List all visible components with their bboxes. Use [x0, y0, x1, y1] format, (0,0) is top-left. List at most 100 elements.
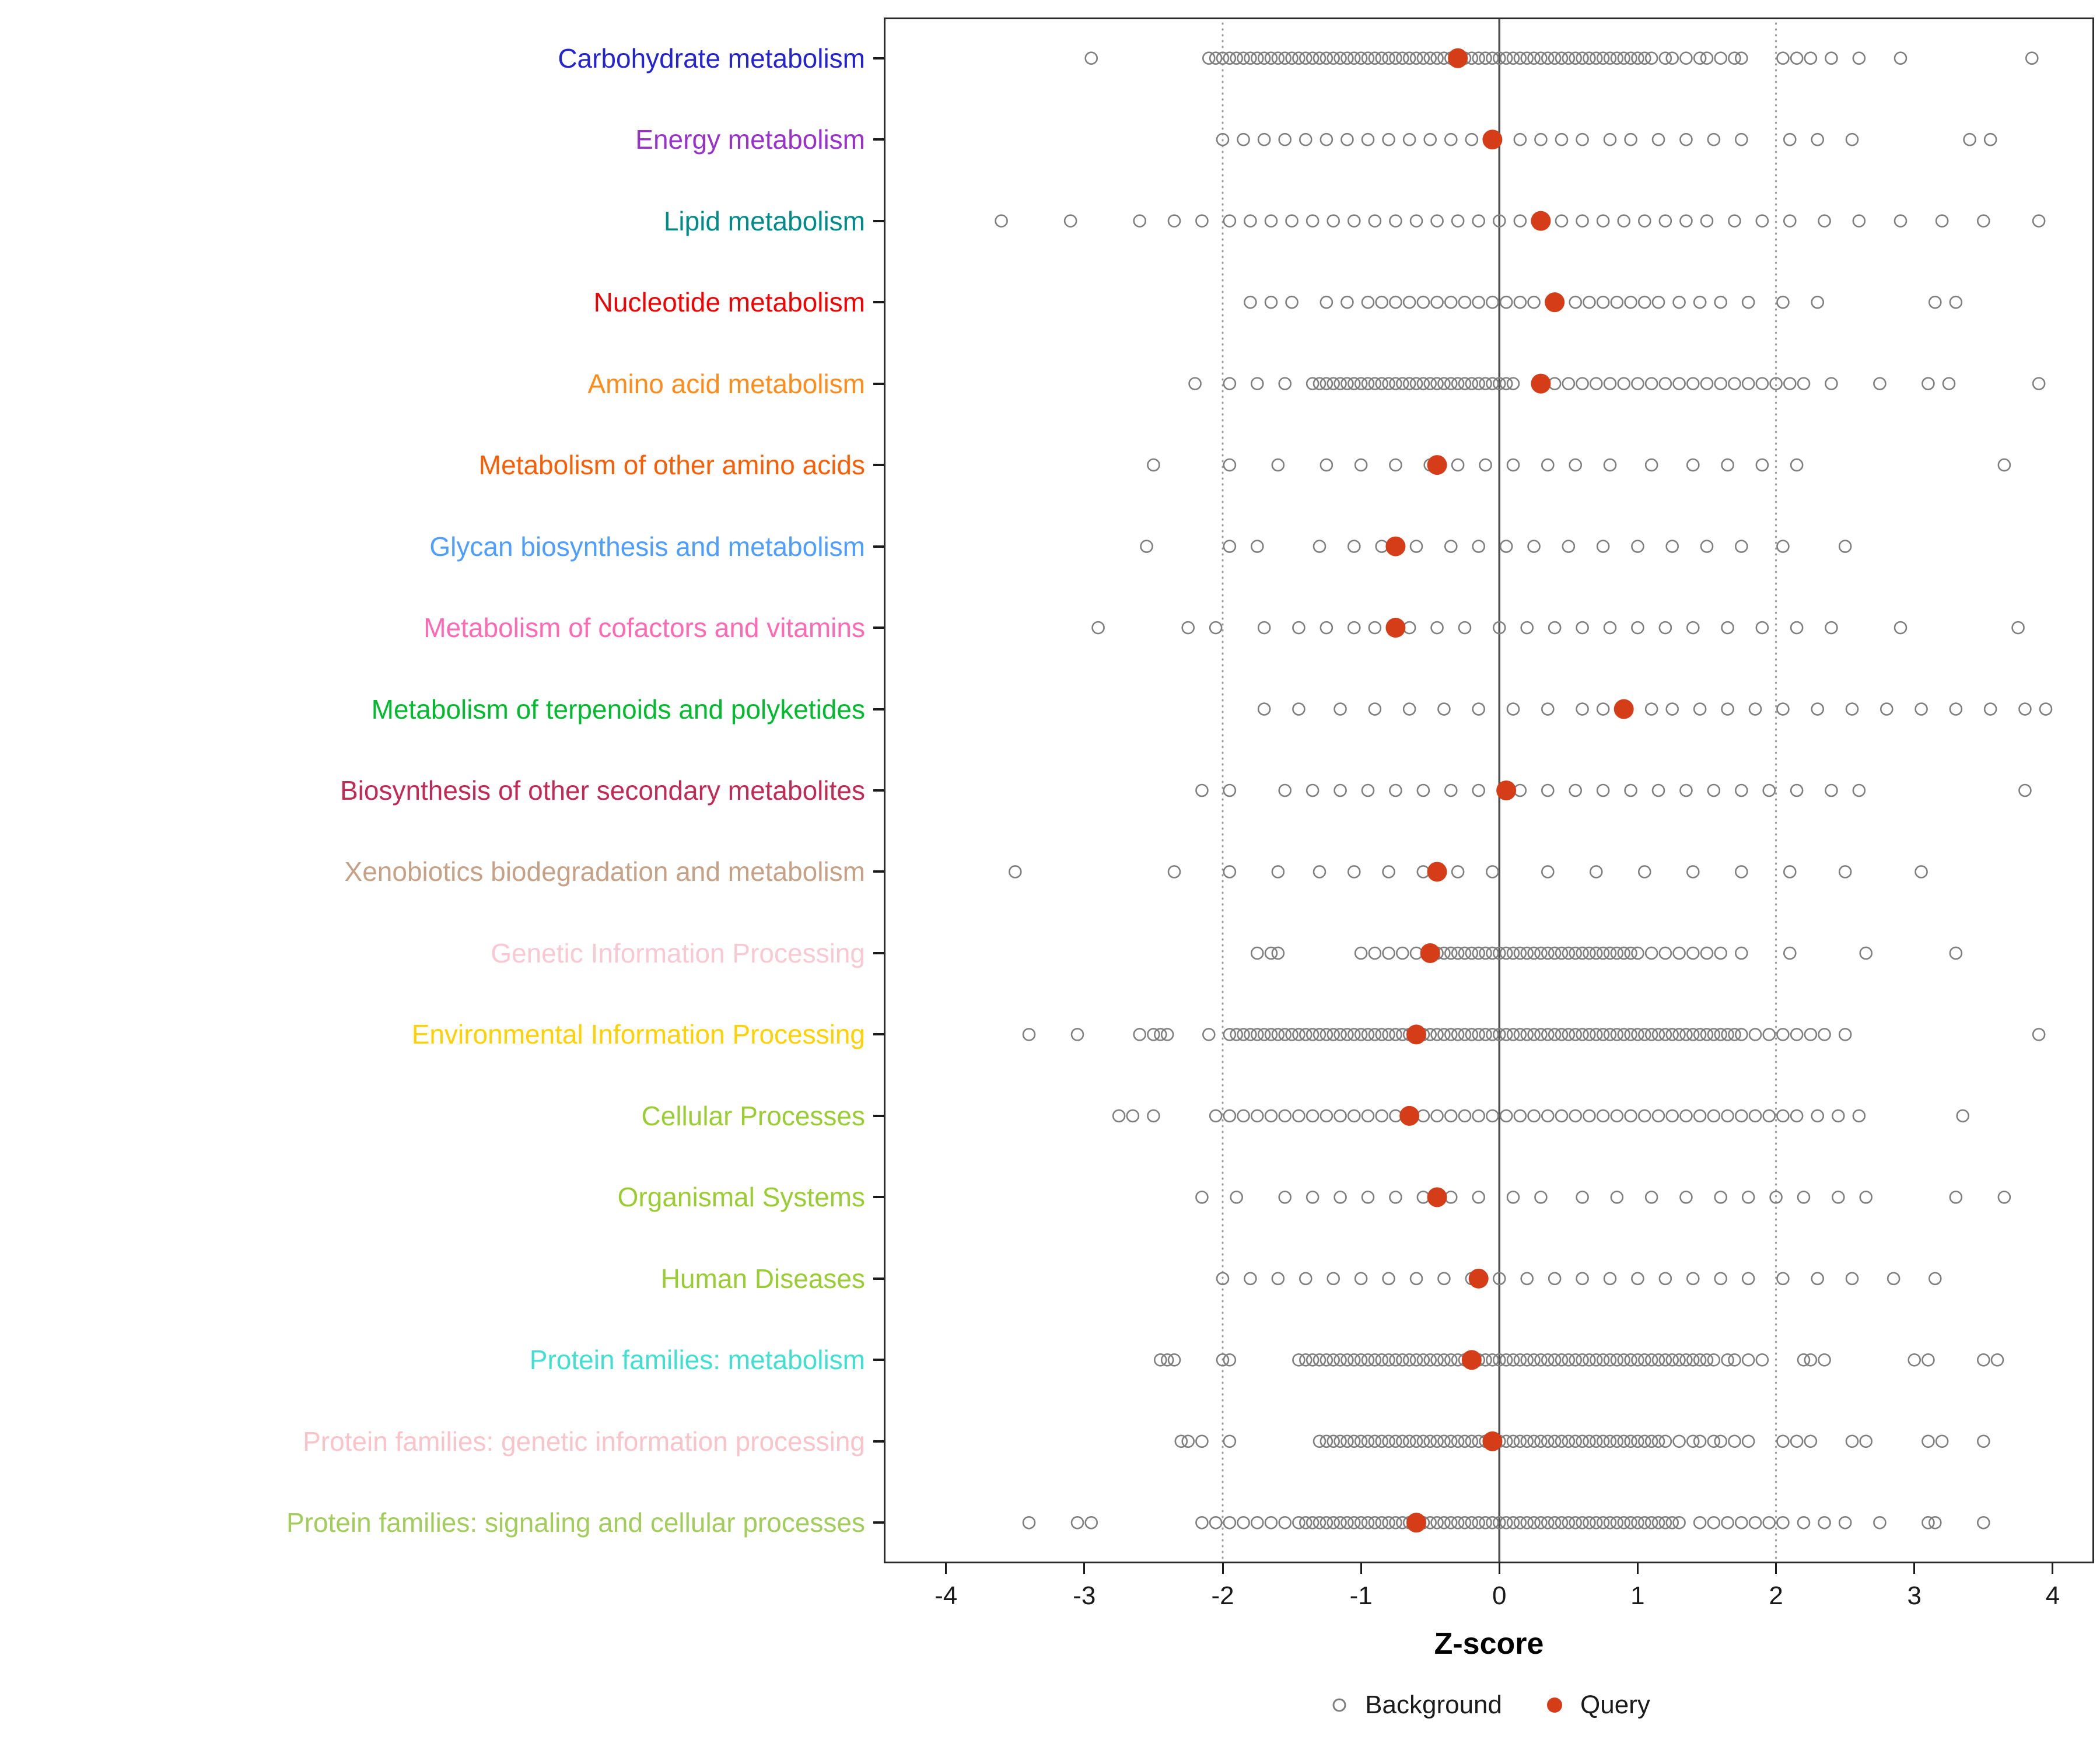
background-point [1347, 1516, 1361, 1530]
background-point [1416, 377, 1430, 390]
background-point [1686, 865, 1700, 878]
background-point [1596, 1353, 1610, 1367]
background-point [1721, 1353, 1734, 1367]
background-point [1714, 946, 1728, 960]
background-point [1416, 1434, 1430, 1448]
background-point [1686, 1272, 1700, 1286]
background-point [1790, 1434, 1804, 1448]
background-point [1250, 540, 1264, 553]
background-point [1631, 621, 1644, 635]
query-point [1531, 373, 1551, 394]
background-point [1734, 1109, 1748, 1123]
background-point [1278, 783, 1292, 797]
background-point [1548, 621, 1562, 635]
background-point [1340, 51, 1354, 65]
background-point [1375, 1516, 1389, 1530]
background-point [1458, 946, 1472, 960]
background-point [1382, 1353, 1395, 1367]
background-point [1320, 132, 1334, 146]
background-point [2011, 621, 2025, 635]
background-point [1389, 1191, 1402, 1204]
background-point [1486, 377, 1499, 390]
background-point [1873, 377, 1887, 390]
background-point [1672, 1434, 1686, 1448]
background-point [1658, 1028, 1672, 1041]
background-point [1347, 865, 1361, 878]
background-point [1340, 377, 1354, 390]
background-point [1569, 1028, 1583, 1041]
background-point [1091, 621, 1105, 635]
background-point [1326, 1516, 1340, 1530]
background-point [1583, 51, 1596, 65]
background-point [1541, 783, 1555, 797]
background-point [1624, 1434, 1637, 1448]
query-point [1399, 1105, 1420, 1126]
background-point [1347, 51, 1361, 65]
background-point [1894, 214, 1908, 228]
background-point [1306, 377, 1320, 390]
background-point [1167, 1353, 1181, 1367]
background-point [1589, 1434, 1603, 1448]
background-point [1458, 621, 1472, 635]
background-point [1285, 214, 1298, 228]
background-point [1589, 1353, 1603, 1367]
background-point [1644, 1516, 1658, 1530]
background-point [1617, 1434, 1631, 1448]
background-point [1472, 295, 1486, 309]
background-point [1334, 377, 1347, 390]
background-point [1825, 621, 1838, 635]
query-point [1427, 1187, 1447, 1208]
background-point [1312, 1353, 1326, 1367]
background-point [1569, 295, 1583, 309]
query-point [1406, 1024, 1426, 1045]
category-label: Human Diseases [660, 1263, 865, 1294]
background-point [1382, 946, 1395, 960]
background-point [1658, 1516, 1672, 1530]
background-point [1237, 1028, 1250, 1041]
background-point [1734, 1516, 1748, 1530]
background-point [1340, 1028, 1354, 1041]
background-point [1658, 1353, 1672, 1367]
x-axis-tick [1222, 1563, 1224, 1574]
background-point [1631, 51, 1644, 65]
background-point [1416, 1353, 1430, 1367]
background-point [1741, 295, 1755, 309]
background-point [1541, 1028, 1555, 1041]
background-point [1631, 946, 1644, 960]
background-point [1859, 1434, 1873, 1448]
background-point [1707, 132, 1721, 146]
background-point [1527, 295, 1541, 309]
background-point [1748, 1028, 1762, 1041]
background-point [1783, 946, 1797, 960]
background-point [1112, 1109, 1126, 1123]
background-point [1320, 1434, 1334, 1448]
background-point [1264, 1516, 1278, 1530]
background-point [1700, 51, 1714, 65]
background-point [1576, 214, 1589, 228]
background-point [1451, 458, 1465, 472]
background-point [1686, 458, 1700, 472]
background-point [1922, 1353, 1935, 1367]
background-point [1368, 377, 1382, 390]
x-tick-label: -1 [1349, 1581, 1373, 1610]
query-point [1468, 1268, 1489, 1289]
background-point [1576, 1353, 1589, 1367]
background-point [1326, 377, 1340, 390]
background-point [1728, 1353, 1741, 1367]
background-point [1915, 702, 1928, 716]
query-point [1385, 536, 1406, 556]
background-point [1506, 946, 1520, 960]
query-point [1614, 699, 1634, 719]
background-point [1541, 702, 1555, 716]
background-point [1506, 377, 1520, 390]
background-point [1562, 51, 1576, 65]
background-point [1472, 783, 1486, 797]
background-point [1651, 1353, 1665, 1367]
background-point [1665, 1353, 1679, 1367]
background-point [1583, 295, 1596, 309]
background-point [1596, 1028, 1610, 1041]
background-point [1548, 1272, 1562, 1286]
background-point [1486, 295, 1499, 309]
background-point [1202, 1028, 1216, 1041]
background-point [1644, 1028, 1658, 1041]
